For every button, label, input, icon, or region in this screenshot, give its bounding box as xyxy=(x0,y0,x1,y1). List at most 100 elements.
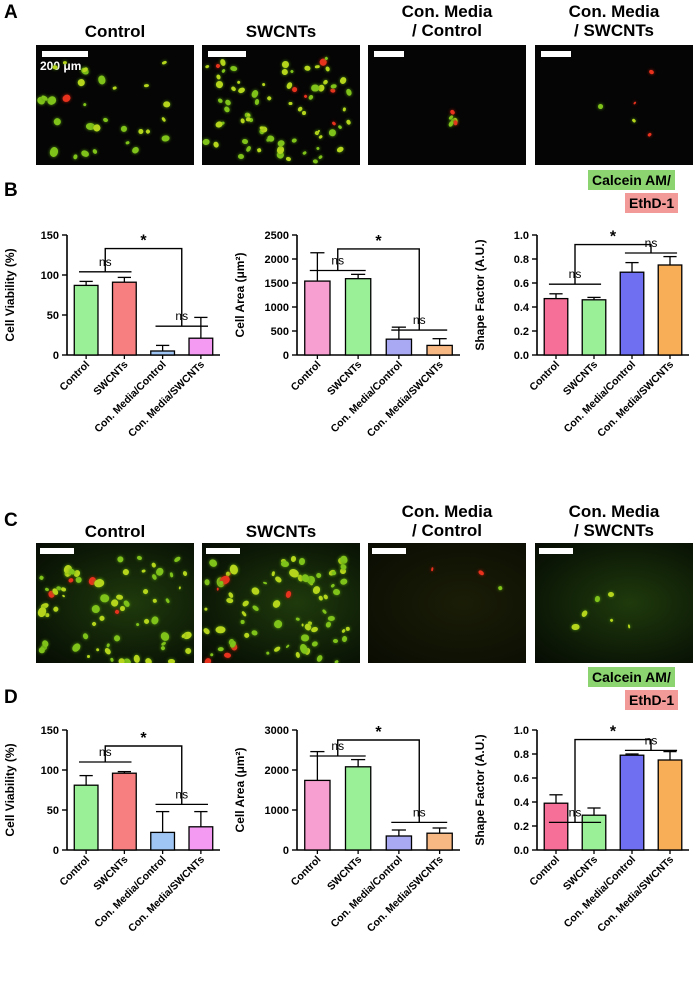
legend-calcein-2: Calcein AM/ xyxy=(588,667,675,687)
cell-dot xyxy=(144,657,154,663)
chart-cell-area-d: Cell Area (μm²) 0 1000 2000 3000 Control SWCNT… xyxy=(233,724,460,935)
x-tick-label: Con. Media/SWCNTs xyxy=(595,854,676,935)
cell-dot xyxy=(241,610,248,618)
cell-dot xyxy=(75,577,82,584)
panel-letter-c: C xyxy=(4,510,18,531)
legend-ethd: EthD-1 xyxy=(625,193,679,213)
x-tick-label: Con. Media/Control xyxy=(328,854,405,931)
cell-dot xyxy=(321,608,327,615)
cell-dot xyxy=(330,83,338,89)
cell-dot xyxy=(315,571,323,579)
x-tick-label: SWCNTs xyxy=(91,359,130,398)
significance-bracket xyxy=(337,248,420,331)
cell-dot xyxy=(91,604,100,614)
cell-dot xyxy=(229,564,240,576)
chart-cell-area-b: Cell Area (μm²) 0 500 1000 1500 2000 2500 Contr… xyxy=(233,230,460,440)
x-tick-label: Con. Media/SWCNTs xyxy=(126,359,207,440)
y-tick-label: 0.6 xyxy=(514,278,529,290)
cell-dot xyxy=(46,94,58,106)
bar xyxy=(581,299,607,356)
bar xyxy=(426,832,453,851)
cell-dot xyxy=(60,93,72,104)
cell-dot xyxy=(116,554,125,564)
cell-dot xyxy=(109,657,114,663)
cell-dot xyxy=(274,575,283,584)
cell-dot xyxy=(221,68,227,74)
cell-dot xyxy=(246,113,250,117)
cell-dot xyxy=(284,590,293,599)
x-tick-label: Con. Media/SWCNTs xyxy=(126,854,207,935)
significance-bracket xyxy=(104,745,183,805)
cell-dot xyxy=(96,74,106,85)
cell-dot xyxy=(316,147,321,151)
cell-dot xyxy=(168,572,173,578)
cell-dot xyxy=(447,120,455,128)
cell-dot xyxy=(142,588,149,596)
x-tick-label: Con. Media/SWCNTs xyxy=(595,359,676,440)
chart-shape-factor-d: Shape Factor (A.U.) 0.0 0.2 0.4 0.6 0.8 1.0 Con… xyxy=(473,724,689,935)
bar xyxy=(188,826,214,851)
cell-dot xyxy=(255,147,262,154)
cell-dot xyxy=(161,134,170,142)
y-axis-label: Cell Viability (%) xyxy=(3,743,17,836)
cell-dot xyxy=(607,591,615,598)
cell-dot xyxy=(280,560,289,567)
y-tick-label: 1.0 xyxy=(514,725,529,737)
significance-star: * xyxy=(610,724,617,741)
y-axis-label: Shape Factor (A.U.) xyxy=(473,734,487,845)
cell-dot xyxy=(309,625,319,633)
x-tick-label: Con. Media/Control xyxy=(92,854,169,931)
cell-dot xyxy=(341,635,348,643)
bar xyxy=(304,280,331,356)
cell-dot xyxy=(52,606,60,614)
cell-dot xyxy=(330,582,336,588)
cell-dot xyxy=(92,123,103,133)
cell-dot xyxy=(237,80,242,85)
image-title-control-c: Control xyxy=(84,522,146,541)
y-tick-label: 0.2 xyxy=(514,821,529,833)
cell-dot xyxy=(203,608,208,611)
y-tick-label: 0.4 xyxy=(514,302,530,314)
micrograph-swcnts-c xyxy=(202,543,360,663)
cell-dot xyxy=(95,647,100,652)
cell-dot xyxy=(311,585,322,596)
scale-bar xyxy=(374,51,404,57)
bar xyxy=(581,814,607,851)
cell-dot xyxy=(290,137,298,144)
bar xyxy=(188,337,214,356)
ns-label: ns xyxy=(645,236,658,250)
cell-dot xyxy=(66,574,70,578)
cell-dot xyxy=(290,555,297,563)
cell-dot xyxy=(266,95,273,102)
cell-dot xyxy=(109,598,120,609)
cell-dot xyxy=(120,124,128,133)
x-tick-label: SWCNTs xyxy=(325,854,364,893)
significance-star: * xyxy=(375,233,382,250)
cell-dot xyxy=(102,117,109,124)
bar xyxy=(385,338,413,356)
cell-dot xyxy=(224,652,232,659)
image-title-control: Control xyxy=(84,22,146,41)
cell-dot xyxy=(237,86,246,95)
cell-dot xyxy=(262,581,267,585)
cell-dot xyxy=(162,100,171,108)
cell-dot xyxy=(331,120,337,126)
significance-bracket xyxy=(574,243,652,285)
cell-dot xyxy=(289,69,294,74)
cell-dot xyxy=(225,597,234,604)
cell-dot xyxy=(285,643,290,648)
cell-dot xyxy=(71,641,82,653)
y-tick-label: 0 xyxy=(53,350,59,362)
cell-dot xyxy=(496,585,503,592)
cell-dot xyxy=(222,105,231,113)
y-tick-label: 2500 xyxy=(265,230,289,242)
cell-dot xyxy=(145,129,152,135)
panel-letter-a: A xyxy=(4,2,18,23)
cell-dot xyxy=(204,64,210,69)
cell-dot xyxy=(159,630,171,643)
cell-dot xyxy=(338,75,348,86)
image-title-swcnts: SWCNTs xyxy=(245,22,317,41)
cell-dot xyxy=(38,647,45,654)
cell-dot xyxy=(302,150,308,156)
y-tick-label: 100 xyxy=(41,270,59,282)
